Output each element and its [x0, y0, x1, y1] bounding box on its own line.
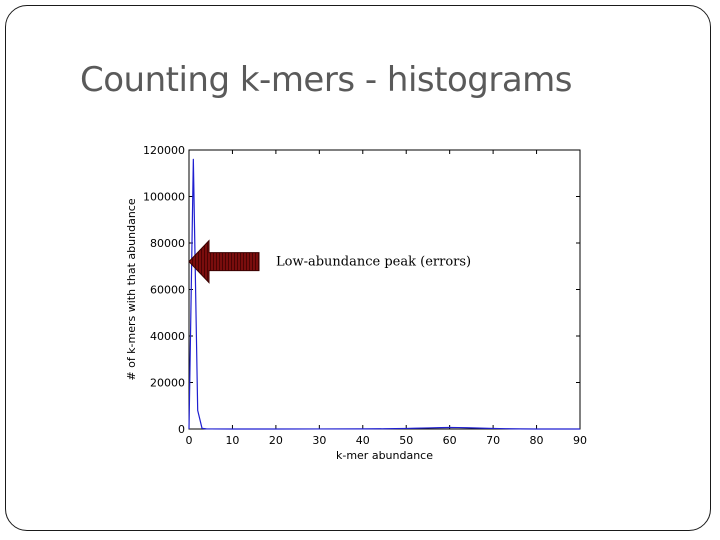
x-tick-label: 40: [356, 434, 370, 447]
y-tick-label: 60000: [150, 284, 185, 297]
y-tick-label: 80000: [150, 237, 185, 250]
y-tick-label: 120000: [143, 144, 185, 157]
series-line: [188, 158, 581, 430]
annotation-arrow: [188, 239, 260, 284]
x-tick-label: 90: [573, 434, 587, 447]
y-tick-label: 20000: [150, 377, 185, 390]
series-group: [188, 158, 581, 430]
plot-area: [188, 149, 581, 430]
x-tick-label: 0: [186, 434, 193, 447]
x-tick-label: 20: [269, 434, 283, 447]
x-tick-label: 30: [312, 434, 326, 447]
x-tick-label: 80: [530, 434, 544, 447]
x-axis-label: k-mer abundance: [336, 449, 433, 462]
annotation-group: Low-abundance peak (errors): [188, 239, 471, 284]
x-axis-ticks: 0 10 20 30 40 50 60 70 80 90: [186, 150, 587, 447]
annotation-text: Low-abundance peak (errors): [276, 255, 471, 270]
y-tick-label: 0: [178, 423, 185, 436]
x-tick-label: 60: [443, 434, 457, 447]
slide-title: Counting k-mers - histograms: [80, 60, 573, 100]
x-tick-label: 70: [486, 434, 500, 447]
x-tick-label: 10: [225, 434, 239, 447]
y-tick-label: 40000: [150, 330, 185, 343]
y-tick-label: 100000: [143, 191, 185, 204]
y-axis-label: # of k-mers with that abundance: [125, 198, 138, 380]
y-axis-ticks: 0 20000 40000 60000 80000 100000 120000: [143, 144, 580, 436]
x-tick-label: 50: [399, 434, 413, 447]
